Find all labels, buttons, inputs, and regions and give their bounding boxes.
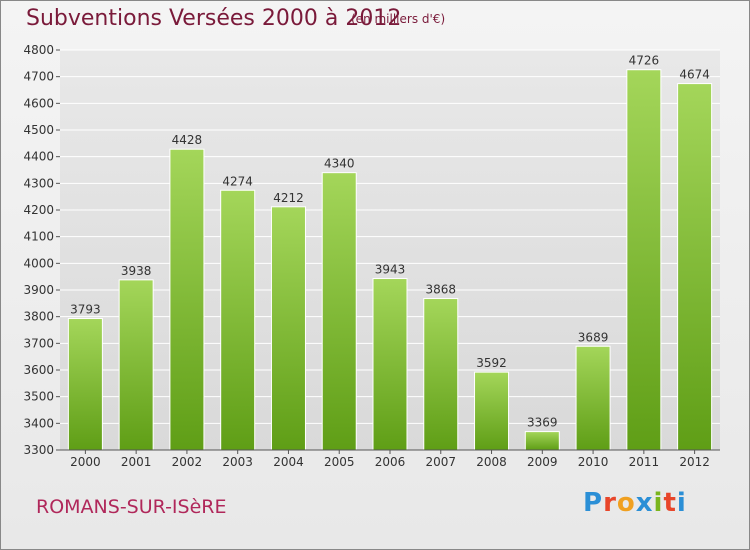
bar-value-label: 3592 — [476, 356, 507, 370]
x-tick-label: 2003 — [222, 455, 253, 469]
bar — [423, 298, 459, 451]
bar-value-label: 4726 — [629, 54, 660, 68]
bar — [677, 83, 713, 451]
y-tick-label: 4800 — [23, 43, 54, 57]
x-tick-label: 2001 — [121, 455, 152, 469]
y-tick-label: 4200 — [23, 203, 54, 217]
bar — [67, 318, 103, 451]
x-tick-label: 2010 — [578, 455, 609, 469]
bar — [575, 345, 611, 451]
bar — [220, 189, 256, 451]
proxiti-logo: Proxiti — [583, 488, 687, 518]
y-tick-label: 4700 — [23, 70, 54, 84]
y-tick-label: 4600 — [23, 96, 54, 110]
y-tick-label: 3900 — [23, 283, 54, 297]
bar-value-label: 3689 — [578, 330, 609, 344]
y-tick-label: 3800 — [23, 310, 54, 324]
x-tick-label: 2000 — [70, 455, 101, 469]
x-tick-label: 2012 — [679, 455, 710, 469]
y-tick-label: 4400 — [23, 150, 54, 164]
y-tick-label: 3700 — [23, 336, 54, 350]
y-tick-label: 4300 — [23, 176, 54, 190]
bar-value-label: 4674 — [679, 68, 710, 82]
x-tick-label: 2005 — [324, 455, 355, 469]
x-tick-label: 2007 — [425, 455, 456, 469]
y-tick-label: 4000 — [23, 256, 54, 270]
bar — [321, 172, 357, 451]
x-tick-label: 2004 — [273, 455, 304, 469]
bar-value-label: 4212 — [273, 191, 304, 205]
y-tick-label: 3600 — [23, 363, 54, 377]
y-tick-label: 3400 — [23, 416, 54, 430]
x-tick-label: 2011 — [629, 455, 660, 469]
bar — [169, 148, 205, 451]
bar — [372, 278, 408, 451]
bar — [270, 206, 306, 451]
y-tick-label: 4500 — [23, 123, 54, 137]
place-name: ROMANS-SUR-ISèRE — [36, 496, 227, 518]
bar-value-label: 3369 — [527, 416, 558, 430]
bar-value-label: 4274 — [222, 174, 253, 188]
y-tick-label: 4100 — [23, 230, 54, 244]
x-tick-label: 2002 — [172, 455, 203, 469]
bar-value-label: 3868 — [425, 283, 456, 297]
bars: 3793 3938 4428 4274 4212 4340 3943 3868 3592 3369… — [67, 54, 713, 451]
chart-subtitle: (en milliers d'€) — [351, 12, 446, 26]
y-tick-label: 3500 — [23, 390, 54, 404]
y-tick-label: 3300 — [23, 443, 54, 457]
chart-title: Subventions Versées 2000 à 2012 — [26, 6, 402, 31]
x-tick-label: 2008 — [476, 455, 507, 469]
bar — [524, 431, 560, 451]
bar — [474, 371, 510, 451]
bar-value-label: 4428 — [172, 133, 203, 147]
x-tick-label: 2009 — [527, 455, 558, 469]
x-tick-label: 2006 — [375, 455, 406, 469]
bar — [626, 69, 662, 451]
bar-value-label: 3943 — [375, 263, 406, 277]
bar — [118, 279, 154, 451]
bar-value-label: 3938 — [121, 264, 152, 278]
y-axis-ticks: 3300 3400 3500 3600 3700 3800 3900 4000 4100 4200… — [23, 43, 60, 457]
x-axis-ticks: 2000 2001 2002 2003 2004 2005 2006 2007 2008 2009… — [70, 450, 710, 469]
bar-value-label: 3793 — [70, 303, 101, 317]
bar-value-label: 4340 — [324, 157, 355, 171]
